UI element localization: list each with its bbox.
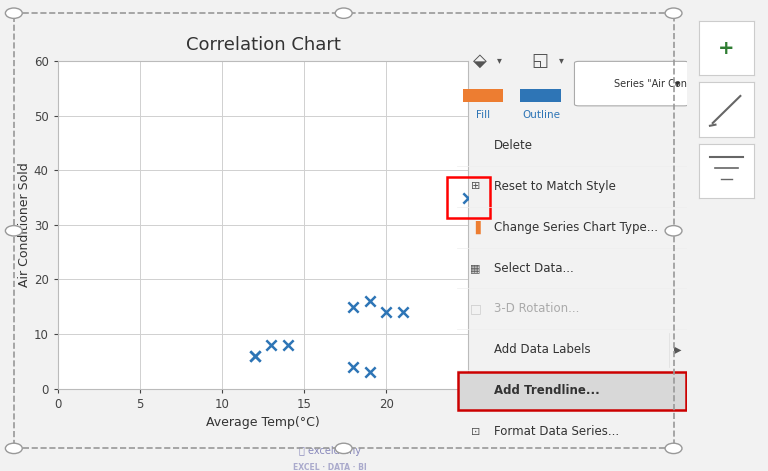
Title: Correlation Chart: Correlation Chart [186,36,340,54]
Text: Delete: Delete [494,139,533,152]
Text: +: + [718,39,735,58]
Text: Add Data Labels: Add Data Labels [494,343,591,357]
Text: □: □ [469,302,482,316]
Point [396,309,409,316]
Text: ▾: ▾ [559,56,564,65]
Text: ▐: ▐ [471,220,480,234]
Text: 🔷 exceldemy: 🔷 exceldemy [300,446,361,456]
Text: Change Series Chart Type...: Change Series Chart Type... [494,220,658,234]
Y-axis label: Air Conditioner Sold: Air Conditioner Sold [18,162,31,287]
FancyBboxPatch shape [574,61,688,106]
Text: Add Trendline...: Add Trendline... [494,384,600,397]
Text: Fill: Fill [476,110,491,120]
Text: Format Data Series...: Format Data Series... [494,425,619,438]
Text: EXCEL · DATA · BI: EXCEL · DATA · BI [293,463,367,471]
X-axis label: Average Temp(°C): Average Temp(°C) [206,416,320,429]
Point [462,194,475,202]
Text: ⬙: ⬙ [473,51,487,70]
Point [364,298,376,305]
Text: Outline: Outline [522,110,560,120]
Point [478,188,491,196]
Text: ▾: ▾ [497,56,502,65]
Text: 3-D Rotation...: 3-D Rotation... [494,302,579,316]
Point [347,363,359,371]
Text: ◱: ◱ [531,51,548,70]
Point [249,352,261,360]
Point [265,341,277,349]
Point [249,352,261,360]
Point [380,309,392,316]
Text: Select Data...: Select Data... [494,261,574,275]
Text: Reset to Match Style: Reset to Match Style [494,180,616,193]
Bar [458,372,687,410]
Point [282,341,294,349]
Point [364,368,376,376]
Text: ▾: ▾ [674,79,680,89]
Bar [447,177,490,219]
Text: ▦: ▦ [470,263,481,273]
Text: Series "Air Con: Series "Air Con [614,79,687,89]
Text: ▶: ▶ [674,345,682,355]
Point [347,303,359,310]
Bar [520,89,561,102]
Point [511,183,524,190]
Bar [462,89,503,102]
Text: ⊡: ⊡ [471,427,480,437]
Text: ⊞: ⊞ [471,181,480,191]
